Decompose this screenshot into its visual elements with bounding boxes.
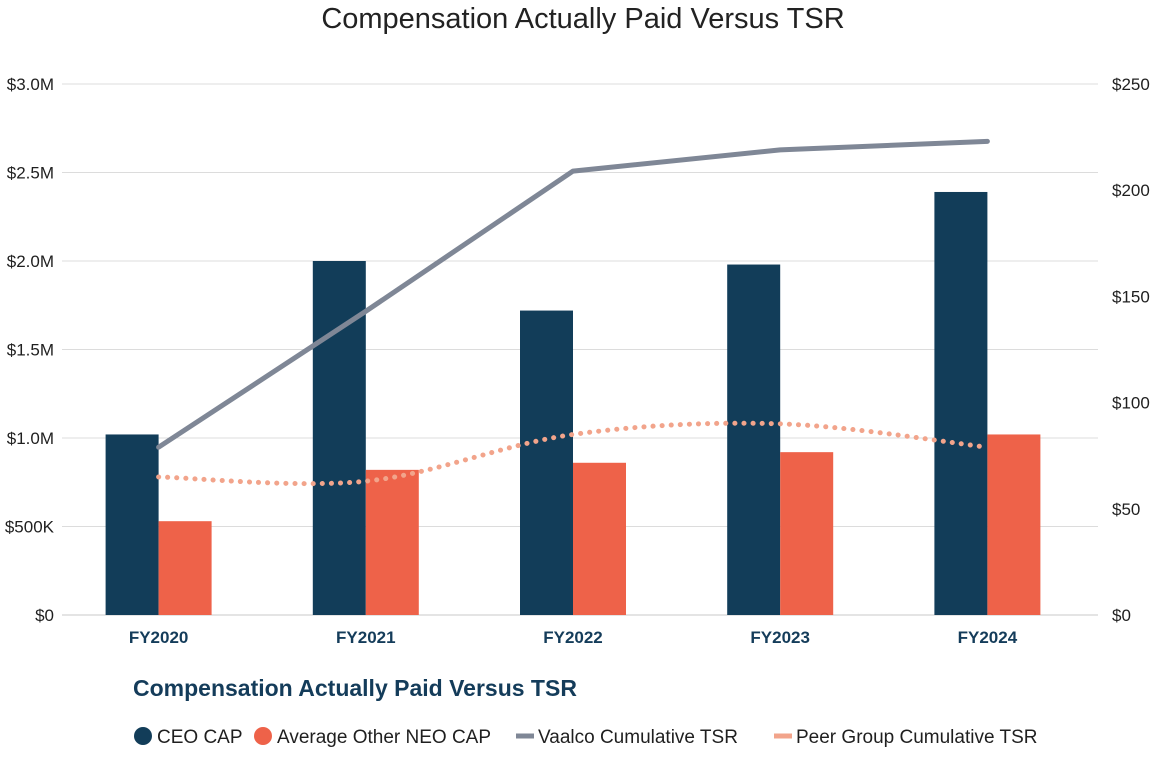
- left-tick-label: $3.0M: [7, 75, 54, 94]
- left-tick-label: $1.0M: [7, 429, 54, 448]
- legend-item-vaalco-tsr: Vaalco Cumulative TSR: [516, 727, 738, 748]
- legend-label-average-other-neo-cap: Average Other NEO CAP: [277, 727, 491, 748]
- legend-marker-ceo-cap: [134, 727, 152, 745]
- left-tick-label: $2.5M: [7, 164, 54, 183]
- legend-label-ceo-cap: CEO CAP: [157, 727, 243, 748]
- left-tick-label: $0: [35, 606, 54, 625]
- left-tick-label: $500K: [5, 518, 55, 537]
- right-tick-label: $50: [1112, 500, 1140, 519]
- right-tick-label: $150: [1112, 287, 1150, 306]
- bar-average-other-neo-cap: [780, 452, 834, 615]
- x-tick-label: FY2024: [958, 628, 1018, 647]
- legend-item-peer-group-tsr: Peer Group Cumulative TSR: [774, 727, 1037, 748]
- legend-item-ceo-cap: CEO CAP: [134, 727, 243, 748]
- bar-average-other-neo-cap: [573, 462, 626, 615]
- bar-ceo-cap: [727, 264, 781, 615]
- bars: [105, 191, 1041, 615]
- x-tick-label: FY2022: [543, 628, 603, 647]
- chart-subtitle: Compensation Actually Paid Versus TSR: [133, 675, 577, 701]
- right-tick-label: $100: [1112, 394, 1150, 413]
- left-tick-label: $1.5M: [7, 341, 54, 360]
- x-tick-label: FY2023: [750, 628, 810, 647]
- bar-average-other-neo-cap: [365, 469, 419, 615]
- legend-label-vaalco-tsr: Vaalco Cumulative TSR: [538, 727, 738, 748]
- left-tick-label: $2.0M: [7, 252, 54, 271]
- lines: [156, 138, 990, 487]
- bar-ceo-cap: [520, 310, 573, 615]
- x-tick-label: FY2021: [336, 628, 396, 647]
- bar-average-other-neo-cap: [987, 434, 1041, 615]
- legend-marker-average-other-neo-cap: [254, 727, 272, 745]
- right-tick-label: $250: [1112, 75, 1150, 94]
- bar-average-other-neo-cap: [158, 521, 212, 615]
- right-tick-label: $0: [1112, 606, 1131, 625]
- chart-title: Compensation Actually Paid Versus TSR: [321, 3, 844, 35]
- x-tick-label: FY2020: [129, 628, 189, 647]
- left-axis: $0 $500K $1.0M $1.5M $2.0M $2.5M $3.0M: [5, 75, 55, 625]
- right-axis: $0 $50 $100 $150 $200 $250: [1112, 75, 1150, 625]
- line-peer-group-cumulative-tsr: [156, 420, 990, 487]
- legend-item-average-other-neo-cap: Average Other NEO CAP: [254, 727, 491, 748]
- right-tick-label: $200: [1112, 181, 1150, 200]
- bar-ceo-cap: [105, 434, 159, 615]
- bar-ceo-cap: [934, 191, 988, 615]
- legend: CEO CAP Average Other NEO CAP Vaalco Cum…: [134, 727, 1037, 748]
- x-axis: FY2020 FY2021 FY2022 FY2023 FY2024: [129, 628, 1018, 647]
- legend-label-peer-group-tsr: Peer Group Cumulative TSR: [796, 727, 1037, 748]
